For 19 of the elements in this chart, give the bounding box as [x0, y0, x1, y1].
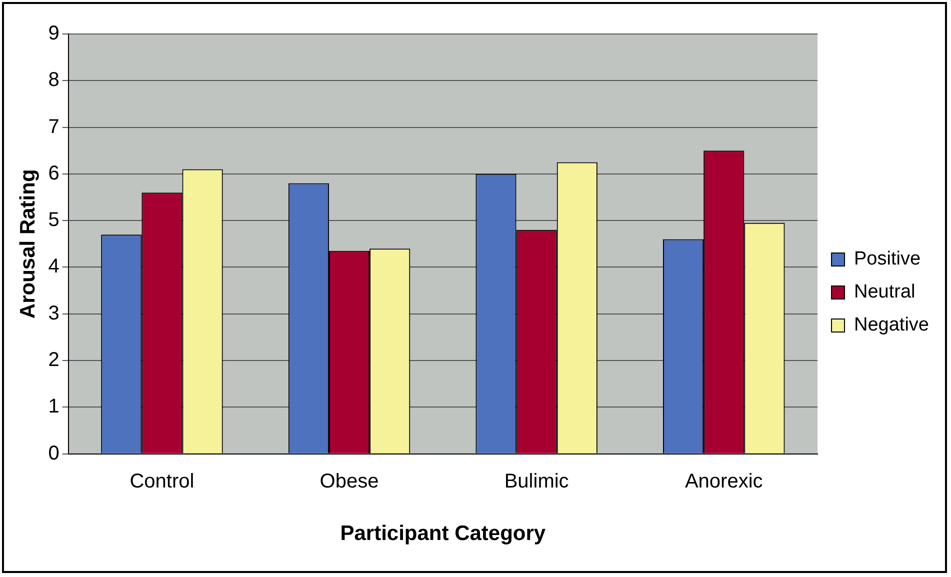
y-tick-label: 9	[48, 22, 60, 45]
legend-label: Neutral	[854, 282, 916, 303]
x-tick-label: Bulimic	[504, 470, 569, 492]
legend-label: Negative	[854, 314, 930, 336]
legend-label: Positive	[854, 248, 921, 270]
x-tick-label: Control	[130, 470, 194, 492]
x-tick-label: Anorexic	[684, 470, 763, 492]
y-tick-label: 4	[48, 256, 60, 278]
y-tick-label: 7	[48, 116, 60, 138]
x-tick-label: Obese	[320, 470, 379, 492]
y-tick-label: 5	[48, 209, 60, 232]
y-tick-label: 3	[48, 302, 60, 324]
y-tick-label: 2	[48, 349, 60, 372]
y-axis-title: Arousal Rating	[16, 169, 40, 319]
y-tick-label: 6	[48, 162, 60, 184]
y-tick-label: 8	[48, 69, 60, 92]
y-tick-label: 0	[48, 442, 60, 464]
y-tick-label: 1	[48, 396, 60, 418]
x-axis-title: Participant Category	[340, 522, 546, 546]
